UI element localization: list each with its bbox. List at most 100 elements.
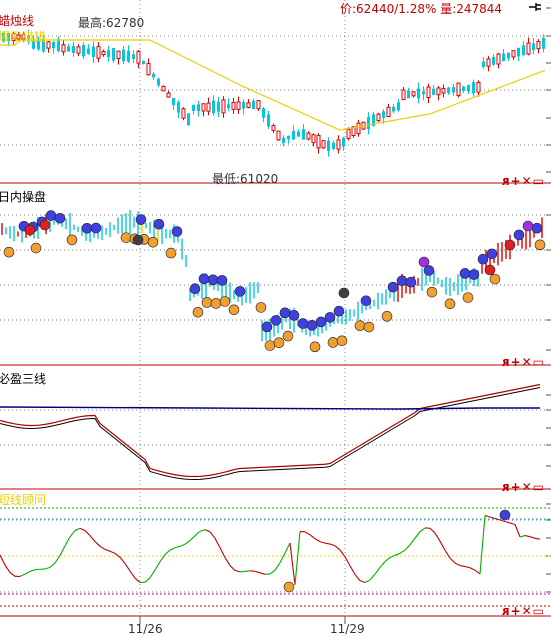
pane-controls-intraday[interactable]: ᴙ+✕▭ [501, 355, 545, 369]
candle-body [152, 73, 155, 78]
oscillator-segment [514, 524, 521, 538]
candle-body [42, 38, 45, 52]
oscillator-segment [349, 565, 356, 575]
candle-body [52, 41, 55, 49]
candle-body [321, 140, 326, 149]
orange-marker [273, 337, 285, 348]
candle-body [262, 108, 265, 118]
blue-marker [396, 275, 408, 287]
blue-marker [468, 269, 480, 280]
oscillator-segment [494, 517, 501, 521]
oscillator-segment [154, 561, 161, 571]
blue-marker [171, 226, 183, 237]
candle-body [372, 114, 375, 126]
oscillator-segment [114, 552, 121, 558]
oscillator-segment [214, 538, 221, 548]
oscillator-segment [49, 562, 56, 568]
candle-body [212, 100, 215, 114]
orange-marker [534, 239, 546, 251]
oscillator-segment [314, 538, 321, 543]
orange-marker [66, 234, 78, 246]
oscillator-segment [519, 535, 526, 538]
pane-title-intraday: 日内操盘 [0, 190, 47, 204]
pin-icon[interactable] [528, 1, 542, 13]
orange-marker [309, 341, 321, 353]
oscillator-series [0, 509, 541, 593]
candle-body [161, 85, 166, 92]
blue-marker [499, 509, 511, 521]
orange-marker [381, 311, 393, 322]
oscillator-segment [469, 567, 476, 571]
oscillator-segment [504, 520, 511, 524]
oscillator-segment [434, 532, 441, 542]
candle-body [332, 142, 335, 150]
oscillator-segment [404, 544, 411, 551]
candle-body [496, 53, 501, 65]
oscillator-segment [224, 557, 231, 566]
candle-body [242, 102, 245, 109]
oscillator-segment [194, 530, 201, 537]
red-marker [39, 219, 51, 231]
candle-body [142, 60, 145, 65]
candle-body [401, 89, 406, 101]
oscillator-segment [384, 557, 391, 562]
blue-marker [216, 275, 228, 286]
blue-marker [261, 321, 273, 333]
red-marker [484, 264, 496, 276]
oscillator-segment [159, 554, 166, 562]
oscillator-segment [364, 579, 371, 583]
pane-controls-oscillator[interactable]: ᴙ+✕▭ [501, 604, 545, 618]
candle-body [32, 41, 35, 49]
oscillator-segment [124, 563, 131, 572]
oscillator-segment [129, 570, 136, 579]
low-label: 最低:61020 [212, 172, 279, 186]
candle-body [336, 139, 341, 150]
oscillator-segment [474, 569, 481, 575]
candle-body [397, 102, 400, 111]
blue-marker [279, 307, 291, 319]
candle-body [351, 126, 356, 136]
orange-marker [354, 320, 366, 331]
blue-marker [288, 310, 300, 321]
candle-body [411, 91, 416, 97]
pane-title-oscillator: 短线顾问 [0, 493, 47, 507]
orange-marker [30, 242, 42, 254]
candle-body [252, 100, 255, 110]
candle-body [536, 40, 541, 50]
orange-marker [283, 581, 295, 593]
red-line [0, 383, 541, 478]
blue-marker [207, 274, 219, 286]
oscillator-segment [74, 527, 81, 531]
candle-body [206, 102, 211, 112]
oscillator-segment [319, 541, 326, 544]
candle-body [292, 130, 295, 140]
blue-marker [531, 222, 543, 234]
candle-body [221, 99, 226, 114]
oscillator-segment [414, 531, 421, 539]
intraday-series [1, 210, 546, 353]
oscillator-segment [84, 530, 91, 537]
pane-controls-candle[interactable]: ᴙ+✕▭ [501, 174, 545, 188]
blue-marker [513, 229, 525, 241]
candle-body [101, 50, 106, 56]
oscillator-segment [394, 552, 401, 556]
orange-marker [165, 247, 177, 259]
oscillator-segment [79, 527, 86, 532]
blue-marker [81, 222, 93, 234]
pane-title-candle: 蜡烛线 [0, 14, 35, 28]
orange-marker [426, 286, 438, 298]
purple-marker [418, 256, 430, 268]
candle-body [432, 88, 435, 95]
oscillator-segment [209, 531, 216, 539]
oscillator-segment [274, 562, 281, 571]
oscillator-segment [204, 529, 211, 533]
pane-controls-three-lines[interactable]: ᴙ+✕▭ [501, 480, 545, 494]
oscillator-segment [0, 554, 6, 566]
candle-body [507, 52, 510, 59]
candle-series [0, 29, 546, 157]
volume-text: 量:247844 [440, 2, 503, 16]
candle-body [267, 114, 270, 127]
candle-body [256, 100, 261, 110]
blue-marker [270, 315, 282, 326]
